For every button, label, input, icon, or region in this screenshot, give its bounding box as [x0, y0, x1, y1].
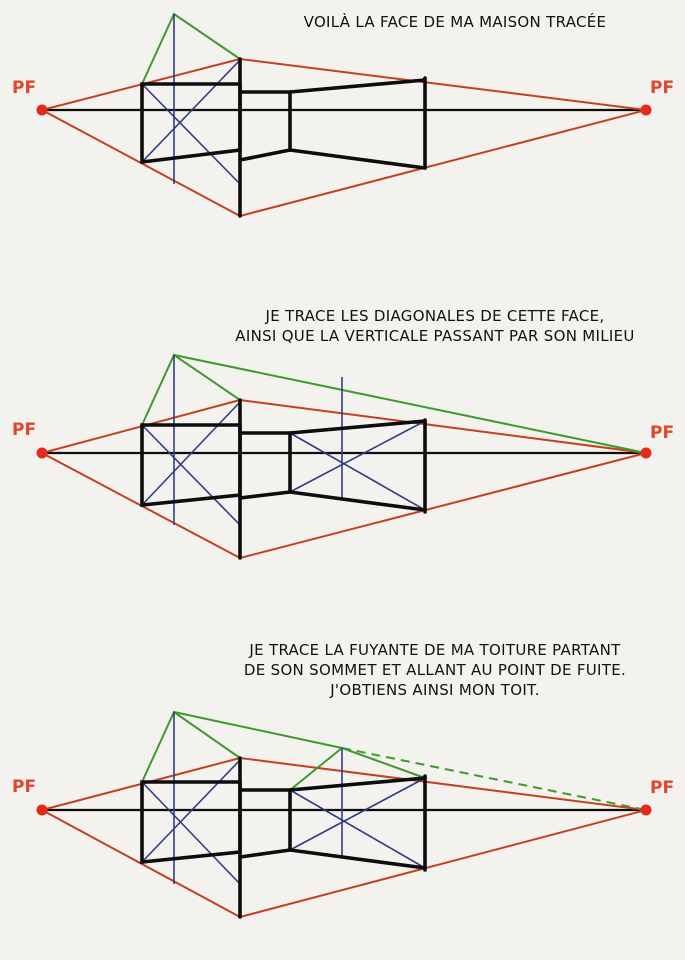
pf-right-label: PF	[650, 778, 675, 798]
vanishing-line	[239, 399, 647, 454]
caption-line: J'OBTIENS AINSI MON TOIT.	[330, 681, 540, 699]
panel-1: VOILÀ LA FACE DE MA MAISON TRACÉE PF PF	[0, 0, 685, 240]
caption-line: AINSI QUE LA VERTICALE PASSANT PAR SON M…	[235, 327, 635, 345]
roof-vanishing-line-dashed	[341, 747, 647, 811]
caption-3: JE TRACE LA FUYANTE DE MA TOITURE PARTAN…	[185, 640, 685, 700]
caption-line: JE TRACE LES DIAGONALES DE CETTE FACE,	[265, 307, 605, 325]
roof-ridge	[173, 711, 343, 749]
vanishing-point-right	[640, 804, 652, 816]
roof-back-slope	[341, 747, 426, 779]
vanishing-line	[239, 58, 647, 111]
diagonal	[141, 759, 241, 863]
vanishing-point-left	[36, 104, 48, 116]
side-diagonal	[289, 777, 426, 851]
receding-edge	[238, 848, 292, 859]
pf-right-label: PF	[650, 78, 675, 98]
diagonal	[141, 781, 241, 885]
vanishing-line	[239, 809, 647, 918]
vanishing-point-left	[36, 447, 48, 459]
caption-line: VOILÀ LA FACE DE MA MAISON TRACÉE	[303, 13, 607, 31]
roof-back-slope	[289, 747, 343, 791]
diagonal	[141, 401, 241, 506]
perspective-drawing-1	[36, 12, 652, 218]
receding-edge	[288, 419, 427, 435]
side-diagonal	[289, 420, 426, 493]
pf-right-label: PF	[650, 423, 675, 443]
caption-line: JE TRACE LA FUYANTE DE MA TOITURE PARTAN…	[249, 641, 621, 659]
perspective-drawing-2	[36, 353, 652, 560]
caption-1: VOILÀ LA FACE DE MA MAISON TRACÉE	[245, 12, 665, 32]
diagonal	[141, 83, 241, 185]
side-diagonal	[289, 789, 426, 869]
vanishing-point-left	[36, 804, 48, 816]
diagonal	[141, 59, 241, 163]
vanishing-line	[239, 452, 647, 559]
vanishing-line	[239, 757, 647, 811]
pf-left-label: PF	[12, 420, 37, 440]
receding-edge	[288, 490, 427, 512]
vanishing-line	[239, 109, 647, 217]
caption-line: DE SON SOMMET ET ALLANT AU POINT DE FUIT…	[243, 661, 627, 679]
panel-2: JE TRACE LES DIAGONALES DE CETTE FACE, A…	[12, 306, 685, 560]
receding-edge	[288, 78, 427, 94]
receding-edge	[288, 776, 427, 792]
vanishing-point-right	[640, 447, 652, 459]
receding-edge	[288, 848, 427, 870]
caption-2: JE TRACE LES DIAGONALES DE CETTE FACE, A…	[185, 306, 685, 346]
receding-edge	[238, 490, 292, 500]
pf-left-label: PF	[12, 78, 37, 98]
house-front-face	[140, 780, 242, 864]
diagonal	[141, 424, 241, 526]
receding-edge	[238, 148, 292, 162]
vanishing-point-right	[640, 104, 652, 116]
receding-edge	[288, 148, 427, 170]
pf-left-label: PF	[12, 777, 37, 797]
side-diagonal	[289, 432, 426, 511]
roof-vanishing-line	[173, 354, 647, 454]
